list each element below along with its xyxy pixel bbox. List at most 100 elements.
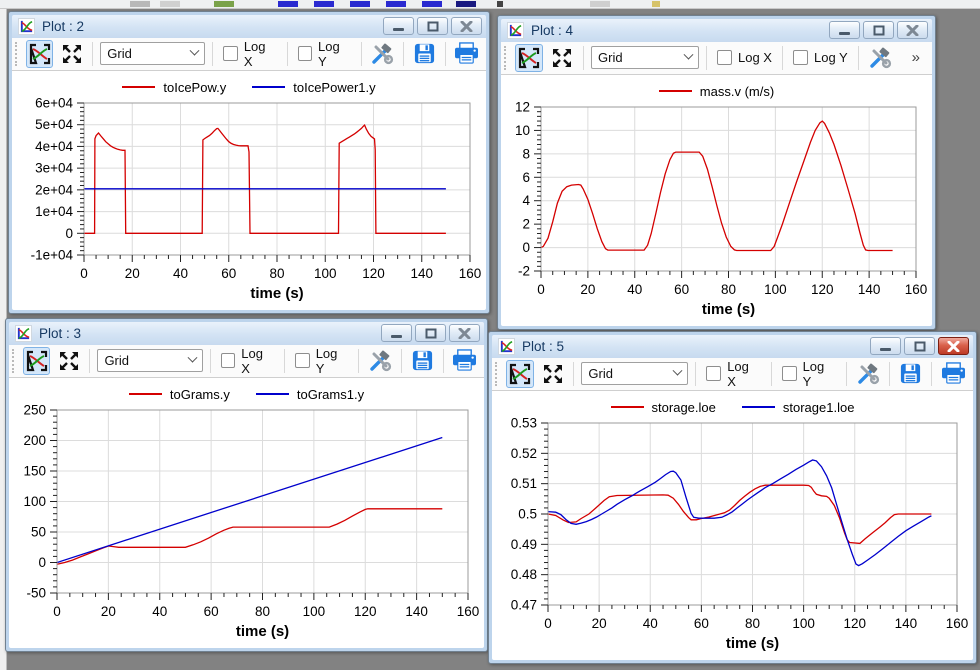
print-button[interactable] <box>939 360 967 388</box>
svg-text:6: 6 <box>522 170 530 185</box>
checkbox-box <box>220 353 236 369</box>
svg-text:10: 10 <box>515 123 530 138</box>
setup-button[interactable] <box>854 360 882 388</box>
toolbar-drag-handle[interactable] <box>495 361 499 386</box>
grid-select[interactable]: Grid <box>100 42 206 66</box>
svg-text:40: 40 <box>643 616 658 631</box>
svg-text:8: 8 <box>522 146 530 161</box>
svg-text:50: 50 <box>31 525 46 540</box>
checkbox-box <box>297 46 313 62</box>
legend-label: toIcePower1.y <box>293 79 376 95</box>
svg-text:-1e+04: -1e+04 <box>31 248 74 263</box>
legend-label: storage1.loe <box>782 399 855 415</box>
maximize-button[interactable] <box>904 337 935 356</box>
title-bar[interactable]: Plot : 2 <box>12 15 486 38</box>
grid-select[interactable]: Grid <box>97 349 203 373</box>
minimize-button[interactable] <box>829 21 860 40</box>
fit-in-view-button[interactable] <box>25 39 54 68</box>
fit-in-view-button[interactable] <box>515 43 543 72</box>
close-button[interactable] <box>449 324 480 343</box>
log-y-checkbox[interactable]: Log Y <box>295 39 354 69</box>
title-bar[interactable]: Plot : 5 <box>492 335 973 358</box>
close-button[interactable] <box>897 21 928 40</box>
chart-area: mass.v (m/s) 0 20 40 60 80 100 120 140 160 12 10 8 6… <box>501 75 932 326</box>
legend-item[interactable]: toIcePower1.y <box>252 79 376 95</box>
log-x-checkbox[interactable]: Log X <box>714 50 775 66</box>
svg-text:120: 120 <box>811 282 834 297</box>
close-button[interactable] <box>938 337 969 356</box>
log-x-checkbox[interactable]: Log X <box>220 39 279 69</box>
auto-scale-button[interactable] <box>55 347 82 375</box>
toolbar-separator <box>573 361 575 386</box>
print-button[interactable] <box>451 347 478 375</box>
chart-area: toGrams.y toGrams1.y 0 20 40 60 80 100 120 140 16… <box>9 378 484 648</box>
minimize-button[interactable] <box>381 324 412 343</box>
maximize-button[interactable] <box>417 17 448 36</box>
setup-button[interactable] <box>366 347 393 375</box>
fit-in-view-button[interactable] <box>22 346 51 375</box>
close-button[interactable] <box>451 17 482 36</box>
svg-text:0: 0 <box>38 555 46 570</box>
svg-text:-50: -50 <box>26 586 46 601</box>
log-y-checkbox[interactable]: Log Y <box>779 359 839 389</box>
maximize-button[interactable] <box>415 324 446 343</box>
auto-scale-button[interactable] <box>539 360 567 388</box>
print-button[interactable] <box>453 40 480 68</box>
title-bar[interactable]: Plot : 3 <box>9 322 484 345</box>
chart-area: toIcePow.y toIcePower1.y 0 20 40 60 80 100 120 1… <box>12 71 486 310</box>
chevron-down-icon <box>683 50 694 61</box>
legend-item[interactable]: storage.loe <box>610 400 716 415</box>
toolbar-drag-handle[interactable] <box>12 348 16 373</box>
svg-text:0.5: 0.5 <box>518 507 537 522</box>
checkbox-label: Log Y <box>813 50 848 66</box>
plot-window-5: Plot : 5 Grid Log X Log Y storage.loe sto… <box>488 331 977 664</box>
plot-toolbar: Grid Log X Log Y » <box>501 41 932 75</box>
plot-canvas[interactable]: 0 20 40 60 80 100 120 140 160 0.53 0.52 0.51 0.5 0.49… <box>492 416 973 660</box>
plot-canvas[interactable]: 0 20 40 60 80 100 120 140 160 12 10 8 6 4 2 0 -2 time (s) <box>501 100 932 326</box>
app-toolbar-strip <box>0 0 980 9</box>
auto-scale-button[interactable] <box>58 40 85 68</box>
plot-canvas[interactable]: 0 20 40 60 80 100 120 140 160 6e+04 5e+04 4e+04 3e+0… <box>12 96 486 310</box>
legend-item[interactable]: toIcePow.y <box>122 80 226 95</box>
svg-text:40: 40 <box>152 604 167 619</box>
setup-button[interactable] <box>866 44 894 72</box>
log-y-checkbox[interactable]: Log Y <box>292 346 351 376</box>
log-x-checkbox[interactable]: Log X <box>703 359 763 389</box>
setup-button[interactable] <box>369 40 396 68</box>
toolbar-separator <box>770 361 772 386</box>
fit-in-view-button[interactable] <box>505 359 534 388</box>
svg-text:60: 60 <box>221 266 236 281</box>
legend-item[interactable]: storage1.loe <box>741 399 855 415</box>
legend-item[interactable]: toGrams.y <box>128 387 230 402</box>
minimize-button[interactable] <box>383 17 414 36</box>
svg-text:160: 160 <box>946 616 969 631</box>
legend-item[interactable]: toGrams1.y <box>255 387 364 402</box>
save-button[interactable] <box>897 360 925 388</box>
toolbar-separator <box>209 348 211 373</box>
legend-line-sample <box>128 393 162 395</box>
svg-text:0.53: 0.53 <box>511 417 537 431</box>
toolbar-separator <box>444 41 446 66</box>
plot-canvas[interactable]: 0 20 40 60 80 100 120 140 160 250 200 150 100 50 0 -50 t… <box>9 403 484 648</box>
svg-text:0.49: 0.49 <box>511 537 537 552</box>
save-button[interactable] <box>409 347 436 375</box>
save-button[interactable] <box>411 40 438 68</box>
legend-item[interactable]: mass.v (m/s) <box>658 84 774 99</box>
minimize-button[interactable] <box>870 337 901 356</box>
svg-text:60: 60 <box>204 604 219 619</box>
toolbar-drag-handle[interactable] <box>504 45 508 70</box>
auto-scale-button[interactable] <box>548 44 576 72</box>
toolbar-drag-handle[interactable] <box>15 41 19 66</box>
svg-text:160: 160 <box>905 282 928 297</box>
log-x-checkbox[interactable]: Log X <box>218 346 277 376</box>
plot-app-icon <box>507 21 524 39</box>
grid-select[interactable]: Grid <box>581 362 689 386</box>
log-y-checkbox[interactable]: Log Y <box>790 50 851 66</box>
legend-line-sample <box>741 406 775 408</box>
grid-select[interactable]: Grid <box>591 46 699 70</box>
toolbar-separator <box>442 348 444 373</box>
title-bar[interactable]: Plot : 4 <box>501 19 932 42</box>
maximize-button[interactable] <box>863 21 894 40</box>
toolbar-overflow-button[interactable]: » <box>911 49 920 67</box>
svg-text:6e+04: 6e+04 <box>35 97 73 111</box>
